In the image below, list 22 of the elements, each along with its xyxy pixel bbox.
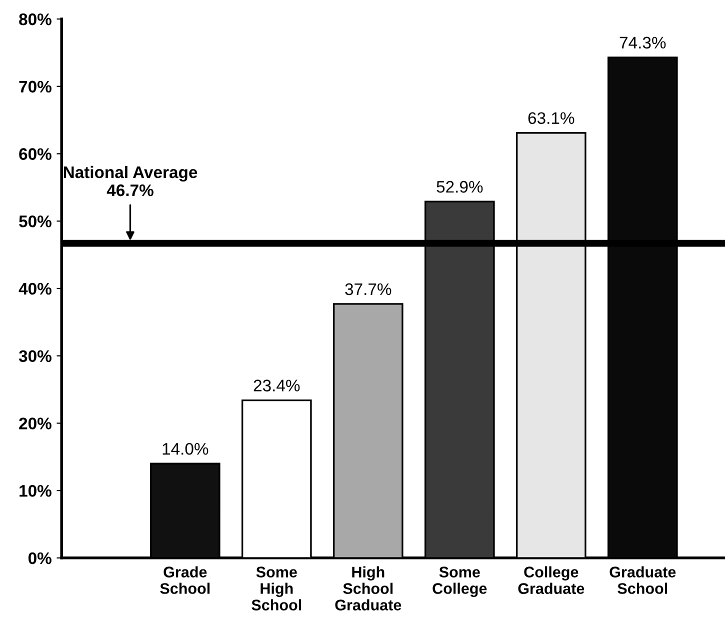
y-tick-label: 10% (20, 484, 52, 497)
y-tick-label: 70% (19, 80, 52, 93)
ref-line-label: National Average 46.7% (64, 166, 198, 196)
data-label: 23.4% (254, 380, 300, 392)
y-tick-label: 30% (18, 350, 52, 362)
y-tick-label: 50% (19, 216, 52, 228)
y-tick-label: 40% (18, 282, 52, 295)
x-tick-label: High School Graduate (335, 566, 402, 610)
x-tick-label: Graduate School (610, 566, 676, 594)
x-tick-label: Some High School (252, 566, 302, 610)
y-tick-label: 80% (19, 13, 52, 26)
x-tick-label: Grade School (160, 566, 210, 594)
y-tick-label: 0% (28, 552, 52, 564)
data-label: 37.7% (345, 283, 392, 296)
x-tick-label: Some College (432, 566, 487, 598)
data-label: 63.1% (528, 112, 574, 124)
data-label: 52.9% (436, 180, 483, 193)
data-label: 14.0% (162, 442, 208, 455)
data-label: 74.3% (620, 36, 666, 49)
x-tick-label: College Graduate (518, 566, 584, 594)
y-tick-label: 60% (19, 148, 52, 160)
y-tick-label: 20% (19, 418, 52, 430)
